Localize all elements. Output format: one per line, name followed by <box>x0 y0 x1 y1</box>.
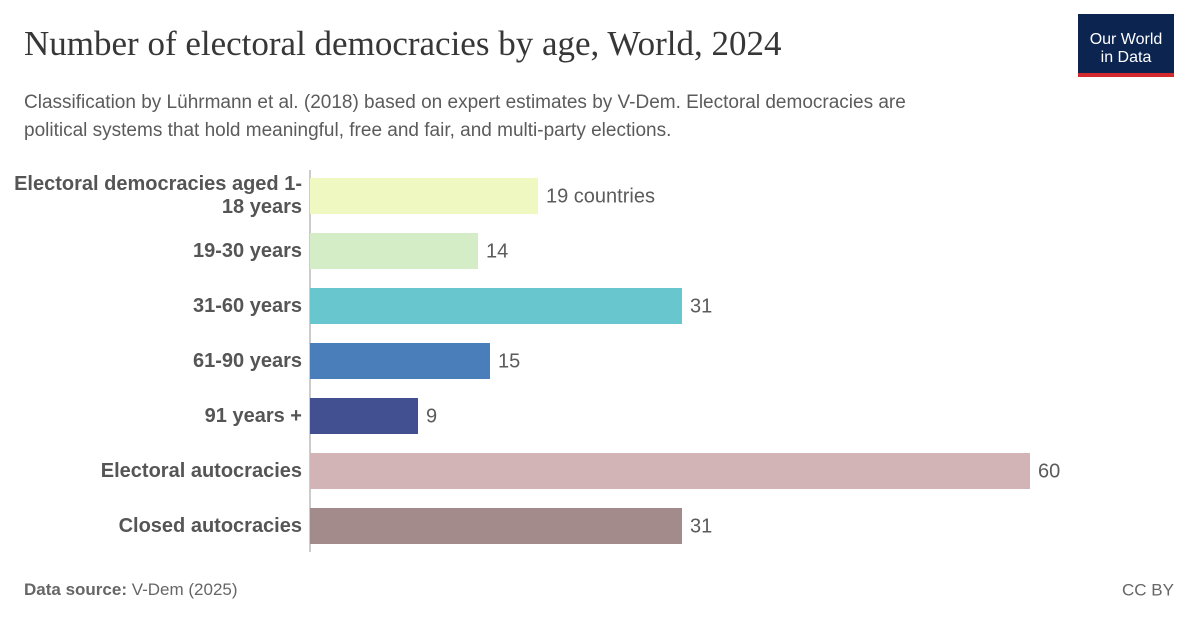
value-label: 15 <box>498 350 520 372</box>
bar <box>310 398 418 434</box>
logo-text: in Data <box>1101 49 1152 66</box>
value-label: 31 <box>690 295 712 317</box>
source: Data source: V-Dem (2025) <box>24 580 238 599</box>
bar <box>310 343 490 379</box>
category-label: 31-60 years <box>193 294 302 317</box>
value-label: 14 <box>486 240 508 262</box>
value-label: 31 <box>690 515 712 537</box>
logo-text: Our World <box>1090 31 1163 48</box>
bar <box>310 288 682 324</box>
category-label: Electoral democracies aged 1-18 years <box>14 173 302 218</box>
logo-stripe <box>1078 73 1174 77</box>
bar <box>310 178 538 214</box>
category-label: 19-30 years <box>193 239 302 262</box>
source-text: V-Dem (2025) <box>132 580 238 599</box>
subtitle: political systems that hold meaningful, … <box>24 120 671 141</box>
value-label: 9 <box>426 405 437 427</box>
bar <box>310 453 1030 489</box>
bar <box>310 233 478 269</box>
category-label: Closed autocracies <box>118 514 302 537</box>
bar <box>310 508 682 544</box>
subtitle: Classification by Lührmann et al. (2018)… <box>24 92 906 113</box>
logo-box <box>1078 14 1174 77</box>
value-label: 19 countries <box>546 185 655 207</box>
license: CC BY <box>1122 580 1174 599</box>
category-label: 61-90 years <box>193 349 302 372</box>
category-label: Electoral autocracies <box>100 459 302 482</box>
value-label: 60 <box>1038 460 1060 482</box>
source-label: Data source: <box>24 580 127 599</box>
category-label: 91 years + <box>204 404 302 427</box>
chart-title: Number of electoral democracies by age, … <box>24 24 782 63</box>
